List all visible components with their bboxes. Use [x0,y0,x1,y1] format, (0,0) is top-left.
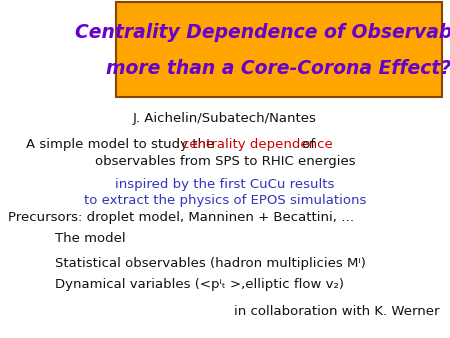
Text: Precursors: droplet model, Manninen + Becattini, …: Precursors: droplet model, Manninen + Be… [8,211,354,224]
Text: Dynamical variables (<pⁱₜ >,elliptic flow v₂): Dynamical variables (<pⁱₜ >,elliptic flo… [55,278,344,291]
Text: to extract the physics of EPOS simulations: to extract the physics of EPOS simulatio… [84,194,366,207]
Text: inspired by the first CuCu results: inspired by the first CuCu results [115,178,335,191]
Text: J. Aichelin/Subatech/Nantes: J. Aichelin/Subatech/Nantes [133,112,317,125]
Text: The model: The model [55,232,126,245]
Text: A simple model to study the: A simple model to study the [26,138,219,151]
Text: observables from SPS to RHIC energies: observables from SPS to RHIC energies [94,155,356,168]
Text: centrality dependence: centrality dependence [182,138,333,151]
Text: more than a Core-Corona Effect?: more than a Core-Corona Effect? [106,59,450,78]
Text: of: of [298,138,315,151]
Text: Centrality Dependence of Observables: Centrality Dependence of Observables [75,23,450,42]
Text: Statistical observables (hadron multiplicies Mⁱ): Statistical observables (hadron multipli… [55,257,366,270]
Text: in collaboration with K. Werner: in collaboration with K. Werner [234,305,440,318]
FancyBboxPatch shape [116,2,442,97]
